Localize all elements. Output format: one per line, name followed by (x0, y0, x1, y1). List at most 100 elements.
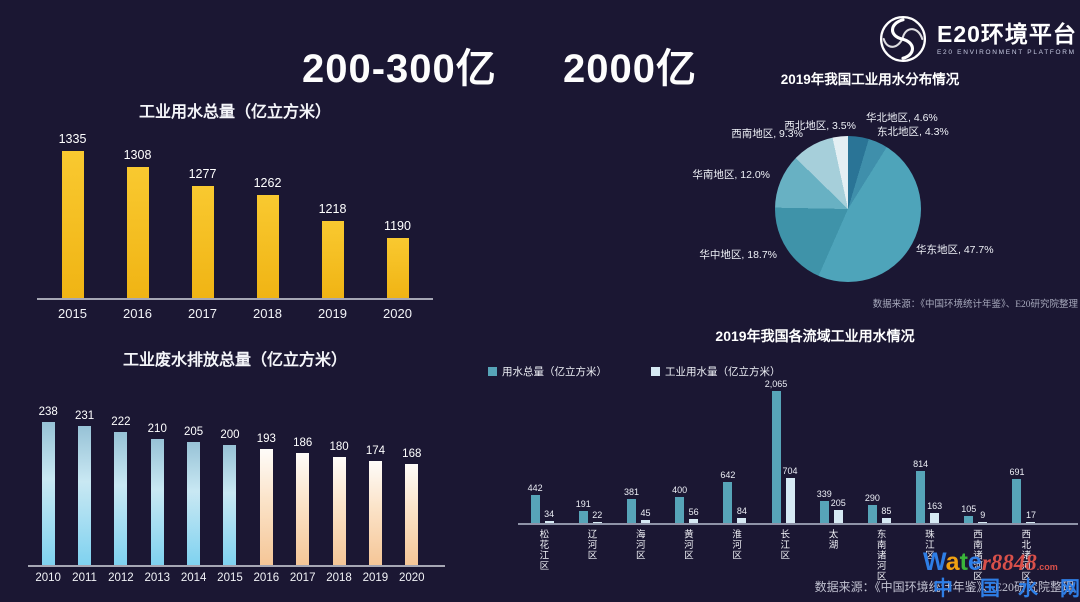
bar-column: 642 (720, 470, 735, 523)
bar-column: 381 (623, 486, 639, 523)
bar-group-太湖: 339 205 (807, 384, 855, 523)
bar-pair: 2,065 704 (765, 379, 798, 523)
bar-2019 (321, 221, 344, 298)
pie-label-东北地区: 东北地区, 4.3% (877, 126, 949, 138)
axis-label-2015: 2015 (58, 306, 87, 321)
logo-subtitle: E20 ENVIRONMENT PLATFORM (937, 48, 1076, 56)
bar-value: 168 (402, 448, 422, 461)
pie-label-华东地区: 华东地区, 47.7% (916, 244, 994, 256)
bar-group-黄河区: 400 56 (663, 384, 711, 523)
bar-column: 34 (544, 508, 555, 523)
bar-value: 1308 (123, 148, 152, 163)
bar-2018 (332, 457, 346, 565)
bar-2017 (191, 185, 214, 298)
bar-value: 704 (782, 466, 798, 476)
axis-label-东南诸河区: 东南诸河区 (855, 529, 903, 582)
axis-label-淮河区: 淮河区 (711, 529, 759, 582)
bar-value: 34 (544, 508, 555, 519)
bar-group-2019: 174 (357, 445, 393, 565)
bar-海河区 (640, 520, 650, 523)
bar-value: 222 (111, 415, 131, 428)
watermark-site-char-中: 中 (933, 578, 953, 600)
watermark-letter: t (959, 548, 968, 576)
bar-column: 691 (1009, 467, 1024, 523)
chart-industrial-wastewater-discharge: 工业废水排放总量（亿立方米） 238 231 222 210 205 200 193 186 1… (20, 346, 450, 598)
bar-value: 1335 (58, 132, 87, 146)
watermark-brand: Water8848.com (923, 550, 1058, 575)
legend-swatch (651, 367, 660, 376)
axis-label-2016: 2016 (253, 572, 280, 584)
bar-value: 1277 (188, 166, 217, 181)
bar-pair: 400 56 (672, 485, 699, 523)
axis-label-2014: 2014 (180, 572, 207, 584)
bar-group-2017: 186 (285, 437, 321, 565)
axis-label-2020: 2020 (398, 572, 425, 584)
axis-label-text: 黄河区 (681, 529, 693, 561)
bar-pair: 290 85 (864, 492, 892, 523)
bar-value: 1262 (253, 175, 282, 190)
bar-value: 814 (913, 459, 929, 469)
axis-label-text: 西北诸河区 (1019, 529, 1031, 582)
bar-value: 290 (864, 492, 880, 503)
bar-group-2018: 180 (321, 441, 357, 565)
bar-column: 290 (864, 492, 880, 523)
bar-长江区 (771, 391, 781, 523)
bar-太湖 (833, 509, 843, 523)
bar-value: 339 (816, 489, 832, 500)
chart1-x-axis (37, 298, 433, 300)
axis-label-text: 太湖 (826, 529, 838, 550)
bar-2016 (126, 167, 149, 298)
axis-label-长江区: 长江区 (759, 529, 807, 582)
bottom-data-source: 数据来源：《中国环境统计年鉴》、E20研究院整理 (814, 580, 1074, 594)
bar-value: 205 (184, 426, 204, 438)
bar-group-2016: 193 (248, 433, 284, 565)
bar-group-西南诸河区: 105 9 (952, 384, 1000, 523)
bar-group-西北诸河区: 691 17 (1000, 384, 1048, 523)
axis-label-text: 海河区 (633, 529, 645, 561)
bar-2012 (114, 431, 128, 565)
bar-group-珠江区: 814 163 (904, 384, 952, 523)
bar-黄河区 (675, 497, 685, 523)
axis-label-2020: 2020 (383, 306, 412, 321)
bar-group-淮河区: 642 84 (711, 384, 759, 523)
bar-column: 400 (672, 485, 688, 523)
bar-珠江区 (916, 471, 926, 523)
bar-松花江区 (530, 494, 540, 523)
bar-东南诸河区 (881, 517, 891, 523)
pie-label-华南地区: 华南地区, 12.0% (692, 169, 770, 181)
bar-group-2014: 205 (175, 426, 211, 565)
bar-column: 17 (1025, 509, 1036, 523)
bar-value: 381 (623, 486, 639, 497)
bar-西南诸河区 (964, 516, 974, 523)
bar-column: 205 (831, 498, 846, 523)
bar-pair: 381 45 (623, 486, 650, 523)
bar-淮河区 (737, 517, 747, 523)
chart4-plot-area: 442 34 191 22 381 45 400 56 642 84 2,065 704 339 205 2… (518, 379, 1048, 523)
axis-label-2018: 2018 (326, 572, 352, 584)
bar-value: 238 (38, 406, 58, 419)
bar-2015 (223, 445, 237, 565)
chart1-plot-area: 1335 1308 1277 1262 1218 1190 (40, 130, 430, 298)
e20-swirl-icon (879, 15, 927, 63)
axis-label-2017: 2017 (188, 306, 217, 321)
bar-column: 814 (913, 459, 929, 523)
bar-value: 231 (74, 410, 95, 423)
pie-label-西南地区: 西南地区, 9.3% (731, 128, 803, 140)
chart4-category-axis: 松花江区 辽河区 海河区 黄河区 淮河区 长江区 太湖 东南诸河区 珠江区 西南诸河区 西北诸河区 (518, 529, 1048, 582)
axis-label-太湖: 太湖 (807, 529, 855, 582)
bar-value: 1190 (384, 219, 411, 233)
bar-value: 85 (881, 505, 892, 516)
bar-value: 17 (1025, 509, 1036, 520)
bar-value: 400 (672, 485, 688, 496)
watermark-letter: e (967, 548, 982, 576)
bar-value: 210 (147, 423, 167, 435)
bar-group-东南诸河区: 290 85 (855, 384, 903, 523)
bar-group-2011: 231 (66, 410, 102, 565)
legend-item-用水总量（亿立方米）: 用水总量（亿立方米） (488, 364, 607, 379)
bar-辽河区 (592, 521, 602, 523)
bar-column: 2,065 (765, 379, 787, 523)
bar-2017 (296, 453, 310, 565)
bar-2020 (405, 464, 419, 565)
bar-column: 105 (961, 504, 976, 523)
